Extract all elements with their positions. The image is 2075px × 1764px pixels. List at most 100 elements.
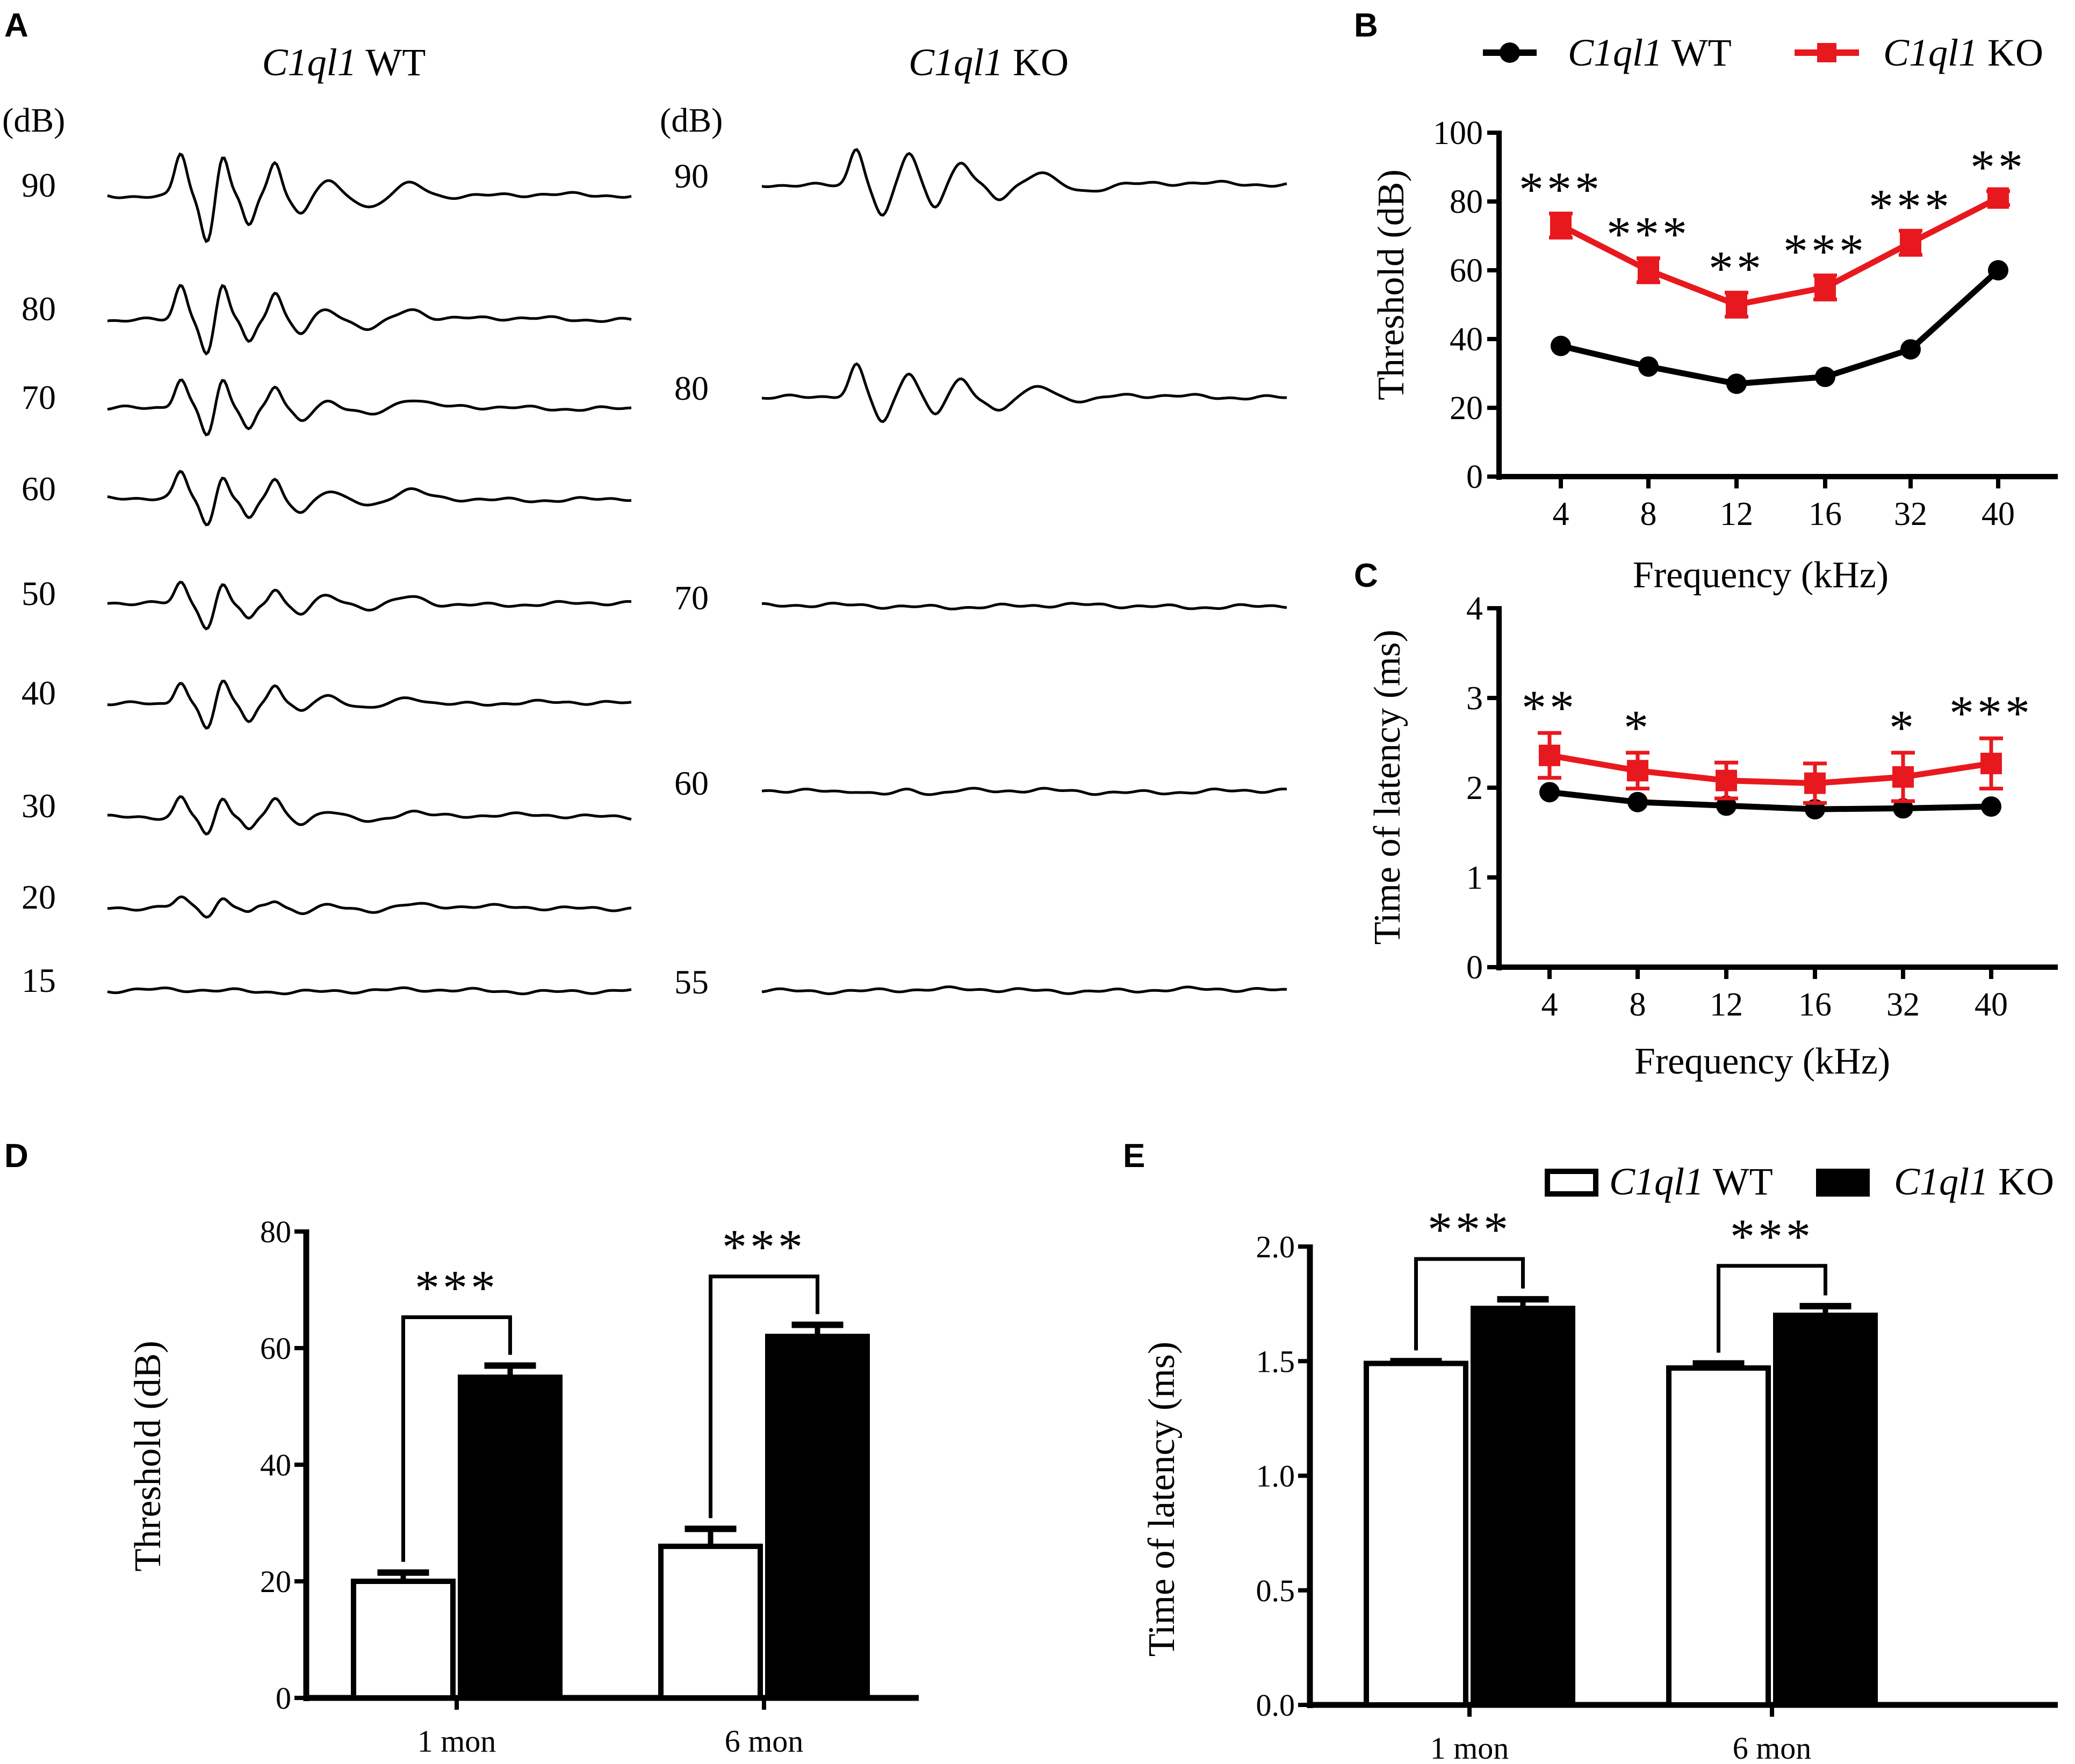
- y-tick-label: 20: [1450, 390, 1483, 427]
- significance-bracket: [709, 1275, 819, 1518]
- y-tick-label: 100: [1433, 115, 1483, 152]
- ko-data-point: [1814, 277, 1836, 298]
- significance-marker: *: [1624, 700, 1652, 755]
- legend-bottom: C1ql1 WT C1ql1 KO: [1545, 1160, 2054, 1203]
- chart-b-threshold-by-frequency: Threshold (dB) Frequency (kHz) 0 20 40 60 80…: [1371, 115, 2058, 596]
- x-tick-label: 40: [1975, 987, 2008, 1023]
- wt-series-line: [1560, 268, 2000, 387]
- x-tick-label: 12: [1720, 496, 1753, 532]
- legend-bottom-wt-gene: C1ql1: [1609, 1160, 1704, 1203]
- legend-bottom-wt-suffix: WT: [1704, 1160, 1773, 1203]
- wt-level-label: 30: [21, 787, 56, 825]
- ko-data-point: [1539, 744, 1560, 766]
- y-tick-label: 0: [1466, 459, 1483, 495]
- legend-ko-gene: C1ql1: [1883, 31, 1978, 74]
- x-tick-label: 1 mon: [1430, 1731, 1509, 1764]
- legend-wt-suffix: WT: [1662, 31, 1732, 74]
- x-tick-label: 6 mon: [725, 1724, 804, 1759]
- ko-bar: [765, 1334, 870, 1701]
- ko-abr-trace: [761, 148, 1287, 217]
- wt-trace-title: C1ql1 WT: [262, 41, 426, 84]
- y-tick-label: 1: [1466, 860, 1483, 896]
- chart-d-threshold-by-age: Threshold (dB) 0 20 40 60 80 1 mon *** 6 mon ***: [127, 1214, 919, 1759]
- wt-level-label: 60: [21, 470, 56, 508]
- wt-data-point: [1627, 791, 1648, 812]
- wt-abr-trace: [107, 895, 632, 919]
- significance-marker: **: [1522, 680, 1577, 735]
- significance-marker: **: [1970, 140, 2026, 195]
- wt-abr-trace: [107, 378, 632, 437]
- legend-ko-bar-swatch: [1816, 1169, 1870, 1197]
- wt-title-suffix: WT: [357, 41, 426, 84]
- y-tick-label: 2: [1466, 770, 1483, 807]
- panel-label-a: A: [4, 7, 28, 44]
- wt-trace-group: 90 80 70 60 50 40 30 20 15: [21, 152, 632, 999]
- x-tick-label: 8: [1640, 496, 1657, 532]
- wt-data-point: [1988, 260, 2008, 280]
- chart-b-xlabel: Frequency (kHz): [1633, 555, 1889, 596]
- legend-bottom-ko-gene: C1ql1: [1894, 1160, 1988, 1203]
- x-tick-label: 4: [1541, 987, 1558, 1023]
- wt-bar: [658, 1543, 763, 1701]
- x-tick-label: 4: [1553, 496, 1569, 532]
- y-tick-label: 60: [1450, 253, 1483, 289]
- y-tick-label: 0.0: [1256, 1688, 1295, 1723]
- wt-level-label: 50: [21, 574, 56, 613]
- y-tick-label: 40: [260, 1448, 291, 1482]
- wt-abr-trace: [107, 680, 632, 730]
- ko-trace-title: C1ql1 KO: [909, 41, 1069, 84]
- chart-b-ylabel: Threshold (dB): [1371, 169, 1412, 400]
- legend-bottom-wt-label: C1ql1 WT: [1609, 1160, 1773, 1203]
- legend-top: C1ql1 WT C1ql1 KO: [1483, 31, 2043, 74]
- wt-abr-trace: [107, 795, 632, 836]
- wt-abr-trace: [107, 580, 632, 631]
- y-tick-label: 3: [1466, 680, 1483, 717]
- x-tick-label: 12: [1710, 987, 1743, 1023]
- wt-data-point: [1900, 339, 1921, 360]
- wt-data-point: [1815, 366, 1835, 387]
- ko-data-point: [1550, 214, 1572, 236]
- significance-marker: ***: [1428, 1202, 1511, 1257]
- legend-bottom-ko-suffix: KO: [1988, 1160, 2054, 1203]
- significance-marker: ***: [1869, 179, 1952, 234]
- ko-title-suffix: KO: [1003, 41, 1069, 84]
- chart-c-xlabel: Frequency (kHz): [1634, 1041, 1890, 1082]
- wt-data-point: [1638, 356, 1659, 377]
- significance-marker: ***: [1519, 162, 1603, 217]
- legend-wt-label: C1ql1 WT: [1568, 31, 1732, 74]
- ko-series-line: [1549, 752, 1992, 787]
- panel-label-b: B: [1354, 7, 1378, 44]
- ko-bar: [1773, 1312, 1878, 1708]
- ko-level-label: 70: [674, 579, 709, 617]
- chart-c-latency-by-frequency: Time of latency (ms) Frequency (kHz) 012…: [1367, 591, 2058, 1082]
- wt-level-label: 80: [21, 290, 56, 328]
- significance-marker: *: [1889, 700, 1917, 755]
- ko-abr-trace: [761, 362, 1287, 423]
- ko-data-point: [1638, 260, 1659, 281]
- ko-data-point: [1980, 752, 2002, 774]
- ko-level-label: 80: [674, 369, 709, 407]
- ko-data-point: [1716, 769, 1737, 791]
- ko-data-point: [1627, 760, 1648, 782]
- ko-level-label: 60: [674, 764, 709, 802]
- y-tick-label: 0: [1466, 949, 1483, 986]
- ko-level-label: 55: [674, 963, 709, 1001]
- y-tick-label: 0: [276, 1681, 291, 1716]
- significance-marker: ***: [1949, 686, 2033, 740]
- panel-label-d: D: [4, 1137, 28, 1175]
- significance-bracket: [1717, 1264, 1827, 1353]
- wt-bar: [351, 1579, 456, 1701]
- wt-bar: [1666, 1365, 1771, 1708]
- y-tick-label: 0.5: [1256, 1573, 1295, 1608]
- legend-bottom-ko-label: C1ql1 KO: [1894, 1160, 2054, 1203]
- y-tick-label: 1.5: [1256, 1344, 1295, 1379]
- ko-data-point: [1892, 766, 1914, 788]
- wt-bar: [1364, 1360, 1468, 1708]
- y-tick-label: 1.0: [1256, 1459, 1295, 1494]
- wt-data-point: [1893, 798, 1913, 819]
- significance-marker: ***: [415, 1261, 499, 1315]
- chart-c-ylabel: Time of latency (ms): [1367, 630, 1408, 945]
- legend-ko-label: C1ql1 KO: [1883, 31, 2043, 74]
- y-tick-label: 4: [1466, 591, 1483, 627]
